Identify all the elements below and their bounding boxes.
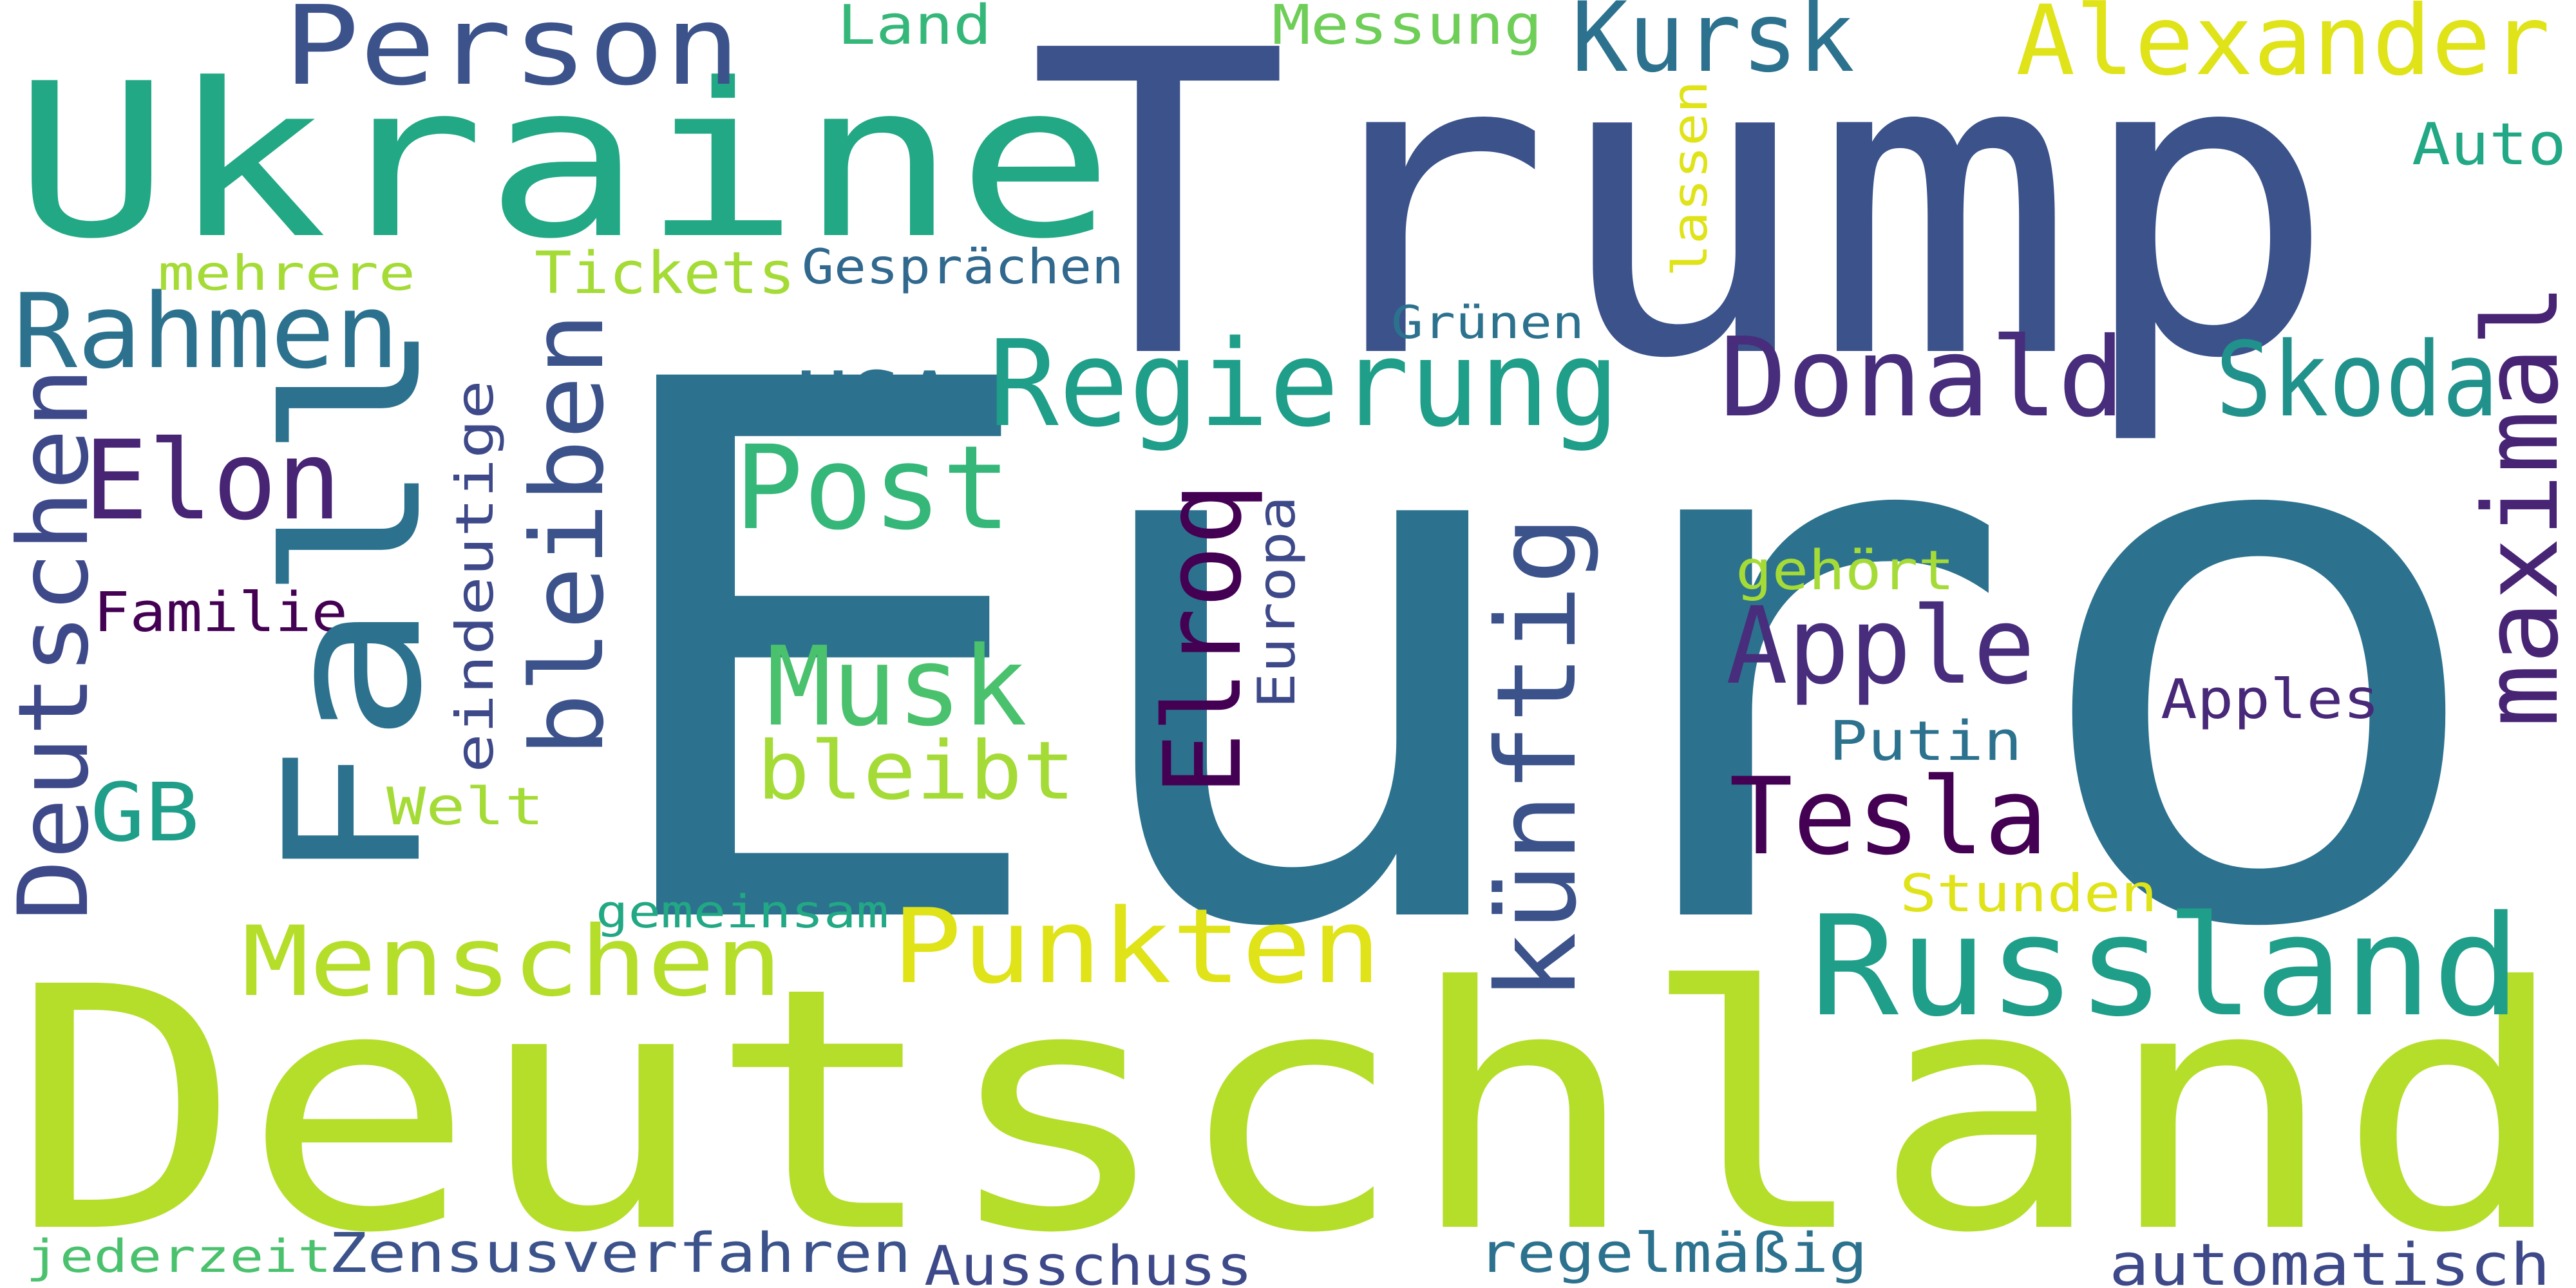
- word-skoda: Skoda: [2215, 319, 2499, 440]
- word-donald: Donald: [1719, 314, 2125, 442]
- word-putin: Putin: [1829, 710, 2022, 773]
- word-deutschen: Deutschen: [0, 367, 110, 921]
- word-trump: Trump: [1027, 0, 2338, 450]
- word-bleiben: bleiben: [509, 312, 626, 757]
- word-alexander: Alexander: [2016, 0, 2550, 97]
- word-land: Land: [837, 0, 992, 57]
- word-fall: Fall: [246, 319, 463, 886]
- word-regierung: Regierung: [989, 314, 1620, 453]
- word-kuenftig: künftig: [1473, 515, 1601, 1001]
- word-regelmaessig: regelmäßig: [1478, 1222, 1868, 1285]
- word-gemeinsam: gemeinsam: [596, 886, 889, 938]
- word-post: Post: [734, 421, 1011, 556]
- word-person: Person: [283, 0, 741, 110]
- word-lassen: lassen: [1662, 80, 1718, 277]
- word-stunden: Stunden: [1900, 864, 2157, 923]
- word-usa: USA: [795, 354, 956, 451]
- word-gespraechen: Gesprächen: [802, 238, 1124, 295]
- word-automatisch: automatisch: [2109, 1231, 2550, 1288]
- word-gb: GB: [90, 766, 200, 860]
- word-apple: Apple: [1726, 584, 2035, 708]
- word-tickets: Tickets: [535, 240, 795, 307]
- word-kursk: Kursk: [1571, 0, 1855, 94]
- word-ausschuss: Ausschuss: [924, 1235, 1253, 1288]
- word-welt: Welt: [386, 777, 544, 837]
- word-messung: Messung: [1272, 0, 1542, 57]
- word-russland: Russland: [1810, 886, 2521, 1047]
- word-deutschland: Deutschland: [10, 916, 2570, 1288]
- word-zensusverfahren: Zensusverfahren: [328, 1222, 911, 1285]
- word-auto: Auto: [2412, 111, 2566, 178]
- word-mehrere: mehrere: [158, 245, 415, 301]
- word-jederzeit: jederzeit: [26, 1230, 332, 1283]
- word-menschen: Menschen: [242, 906, 782, 1018]
- word-ukraine: Ukraine: [13, 38, 1114, 285]
- word-eindeutige: eindeutige: [445, 380, 505, 773]
- word-apples: Apples: [2161, 668, 2380, 732]
- word-elon: Elon: [84, 417, 341, 545]
- word-familie: Familie: [93, 581, 348, 645]
- word-europa: Europa: [1247, 496, 1307, 708]
- word-musk: Musk: [766, 623, 1027, 751]
- word-bleibt: bleibt: [757, 724, 1075, 818]
- word-punkten: Punkten: [892, 886, 1381, 1007]
- word-gehoert: gehört: [1736, 539, 1955, 603]
- word-euro: Euro: [580, 228, 2499, 1090]
- word-elroq: Elroq: [1141, 483, 1265, 795]
- word-tesla: Tesla: [1729, 755, 2048, 878]
- word-rahmen: Rahmen: [13, 271, 399, 392]
- word-maximal: maximal: [2461, 283, 2576, 728]
- word-gruenen: Grünen: [1391, 296, 1584, 349]
